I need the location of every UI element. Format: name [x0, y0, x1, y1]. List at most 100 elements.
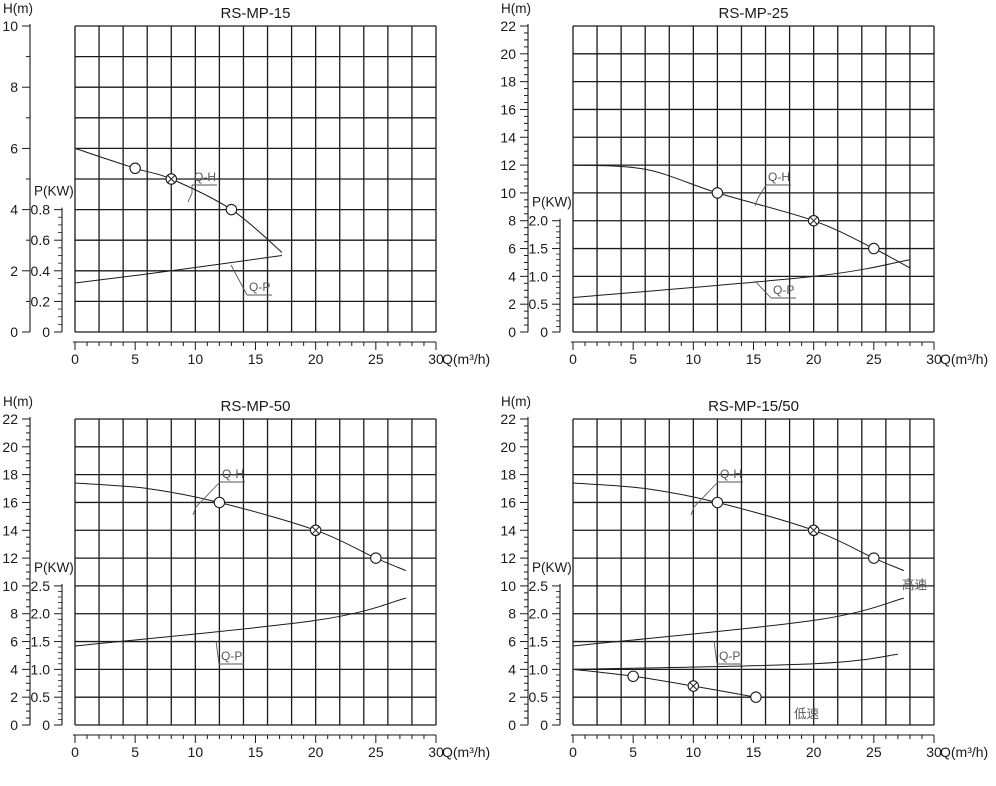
- svg-text:H(m): H(m): [3, 1, 33, 16]
- svg-text:Q-P: Q-P: [249, 280, 270, 294]
- svg-text:20: 20: [806, 744, 822, 760]
- svg-text:2: 2: [508, 689, 516, 705]
- svg-text:2.0: 2.0: [529, 213, 549, 229]
- svg-text:10: 10: [686, 351, 702, 367]
- svg-text:0: 0: [42, 717, 50, 733]
- svg-text:20: 20: [500, 46, 516, 62]
- svg-text:0.6: 0.6: [31, 232, 51, 248]
- svg-text:0: 0: [569, 744, 577, 760]
- svg-text:18: 18: [500, 467, 516, 483]
- svg-text:RS-MP-15/50: RS-MP-15/50: [708, 398, 799, 415]
- svg-text:Q-P: Q-P: [719, 649, 740, 663]
- svg-text:0.4: 0.4: [31, 263, 51, 279]
- svg-text:20: 20: [500, 439, 516, 455]
- svg-text:15: 15: [248, 351, 264, 367]
- svg-text:1.0: 1.0: [529, 268, 549, 284]
- svg-text:22: 22: [2, 411, 18, 427]
- svg-text:Q(m³/h): Q(m³/h): [940, 351, 988, 367]
- svg-text:Q-H: Q-H: [194, 170, 216, 184]
- svg-text:0: 0: [569, 351, 577, 367]
- svg-text:H(m): H(m): [3, 394, 33, 409]
- svg-text:14: 14: [500, 522, 516, 538]
- svg-text:12: 12: [500, 157, 516, 173]
- svg-text:25: 25: [368, 744, 384, 760]
- svg-text:5: 5: [629, 744, 637, 760]
- svg-text:25: 25: [866, 351, 882, 367]
- svg-text:20: 20: [806, 351, 822, 367]
- svg-text:2.5: 2.5: [31, 578, 51, 594]
- svg-text:20: 20: [308, 351, 324, 367]
- svg-text:14: 14: [2, 522, 18, 538]
- svg-text:18: 18: [2, 467, 18, 483]
- svg-text:Q(m³/h): Q(m³/h): [442, 744, 490, 760]
- svg-text:18: 18: [500, 74, 516, 90]
- svg-text:10: 10: [2, 578, 18, 594]
- svg-text:6: 6: [508, 634, 516, 650]
- svg-text:15: 15: [746, 351, 762, 367]
- svg-text:Q-P: Q-P: [221, 649, 242, 663]
- svg-text:1.0: 1.0: [529, 661, 549, 677]
- svg-text:15: 15: [248, 744, 264, 760]
- svg-text:10: 10: [686, 744, 702, 760]
- svg-text:0.5: 0.5: [529, 689, 549, 705]
- svg-text:10: 10: [188, 351, 204, 367]
- svg-text:0: 0: [508, 717, 516, 733]
- svg-text:P(KW): P(KW): [34, 560, 74, 575]
- svg-text:0: 0: [10, 717, 18, 733]
- svg-text:RS-MP-50: RS-MP-50: [220, 398, 290, 415]
- svg-text:RS-MP-15: RS-MP-15: [220, 5, 290, 22]
- svg-text:Q-P: Q-P: [773, 283, 794, 297]
- svg-text:10: 10: [500, 185, 516, 201]
- svg-text:16: 16: [500, 101, 516, 117]
- svg-text:22: 22: [500, 411, 516, 427]
- svg-text:16: 16: [500, 494, 516, 510]
- svg-text:0: 0: [508, 324, 516, 340]
- svg-text:4: 4: [10, 661, 18, 677]
- svg-text:1.5: 1.5: [529, 241, 549, 257]
- svg-text:2.0: 2.0: [31, 606, 51, 622]
- svg-text:10: 10: [188, 744, 204, 760]
- svg-text:8: 8: [10, 606, 18, 622]
- svg-text:Q-H: Q-H: [222, 467, 244, 481]
- svg-text:10: 10: [2, 18, 18, 34]
- svg-text:Q-H: Q-H: [720, 467, 742, 481]
- svg-text:0: 0: [71, 744, 79, 760]
- svg-text:5: 5: [131, 351, 139, 367]
- svg-text:0: 0: [540, 324, 548, 340]
- svg-text:H(m): H(m): [501, 1, 531, 16]
- svg-text:20: 20: [308, 744, 324, 760]
- svg-text:12: 12: [2, 550, 18, 566]
- svg-text:2.0: 2.0: [529, 606, 549, 622]
- svg-text:Q-H: Q-H: [768, 170, 790, 184]
- svg-text:0.5: 0.5: [529, 296, 549, 312]
- svg-text:Q(m³/h): Q(m³/h): [442, 351, 490, 367]
- svg-text:10: 10: [500, 578, 516, 594]
- svg-text:0: 0: [10, 324, 18, 340]
- svg-text:8: 8: [508, 213, 516, 229]
- svg-text:22: 22: [500, 18, 516, 34]
- svg-text:4: 4: [508, 661, 516, 677]
- svg-text:2: 2: [508, 296, 516, 312]
- svg-text:1.0: 1.0: [31, 661, 51, 677]
- svg-text:4: 4: [10, 202, 18, 218]
- svg-text:16: 16: [2, 494, 18, 510]
- svg-text:14: 14: [500, 129, 516, 145]
- svg-text:6: 6: [10, 634, 18, 650]
- svg-text:25: 25: [866, 744, 882, 760]
- svg-text:2.5: 2.5: [529, 578, 549, 594]
- svg-text:8: 8: [508, 606, 516, 622]
- svg-text:5: 5: [131, 744, 139, 760]
- svg-text:低速: 低速: [794, 707, 820, 721]
- svg-text:P(KW): P(KW): [532, 560, 572, 575]
- svg-text:4: 4: [508, 268, 516, 284]
- svg-text:RS-MP-25: RS-MP-25: [718, 5, 788, 22]
- svg-text:0: 0: [71, 351, 79, 367]
- svg-text:0: 0: [540, 717, 548, 733]
- svg-text:6: 6: [10, 140, 18, 156]
- svg-text:0: 0: [42, 324, 50, 340]
- svg-text:12: 12: [500, 550, 516, 566]
- svg-text:1.5: 1.5: [31, 634, 51, 650]
- svg-text:20: 20: [2, 439, 18, 455]
- svg-text:1.5: 1.5: [529, 634, 549, 650]
- svg-text:6: 6: [508, 241, 516, 257]
